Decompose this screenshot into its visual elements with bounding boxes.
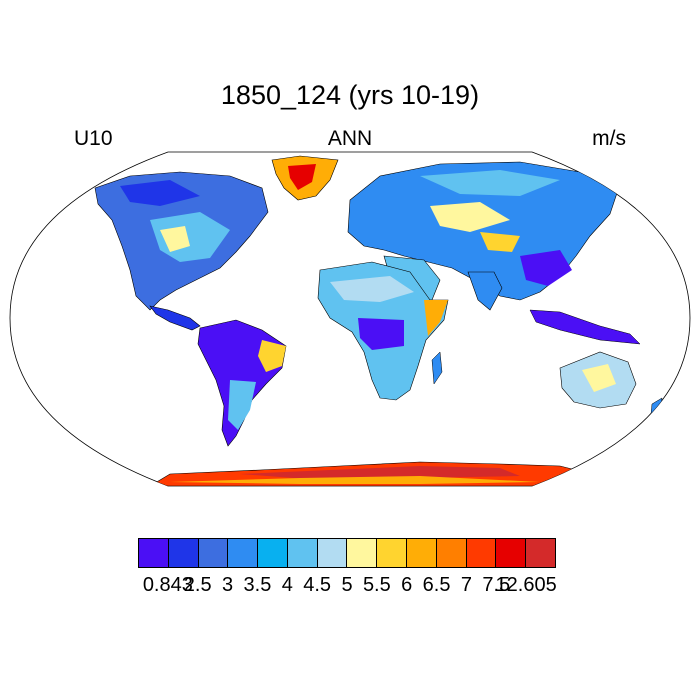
- colorbar-box: [198, 539, 229, 567]
- south-america-east: [258, 340, 286, 372]
- colorbar-box: [377, 539, 408, 567]
- colorbar-box: [317, 539, 348, 567]
- map-title: 1850_124 (yrs 10-19): [220, 80, 480, 110]
- canada-north: [120, 180, 200, 206]
- colorbar-box: [228, 539, 259, 567]
- colorbar: [138, 538, 556, 568]
- central-america: [149, 305, 201, 331]
- sahara: [330, 276, 414, 302]
- congo-basin: [358, 318, 404, 350]
- central-asia: [430, 202, 510, 232]
- colorbar-label: 6: [401, 574, 413, 596]
- colorbar-label: 0.843: [142, 574, 193, 596]
- colorbar-label: 12.605: [495, 574, 557, 596]
- tibet: [480, 232, 520, 252]
- colorbar-label: 4.5: [303, 574, 332, 596]
- colorbar-box: [466, 539, 497, 567]
- colorbar-box: [496, 539, 527, 567]
- colorbar-box: [287, 539, 318, 567]
- colorbar-box: [407, 539, 437, 567]
- variable-label: U10: [74, 127, 113, 150]
- australia-center: [582, 364, 616, 392]
- colorbar-box: [139, 539, 169, 567]
- colorbar-labels: 0.843 2.5 3 3.5 4 4.5 5 5.5 6 6.5 7 7.5 12.605: [0, 574, 700, 600]
- siberia-north: [420, 170, 560, 196]
- colorbar-box: [168, 539, 199, 567]
- greenland-core: [288, 164, 316, 190]
- colorbar-box: [436, 539, 467, 567]
- antarctica-core: [240, 466, 520, 480]
- colorbar-box: [347, 539, 378, 567]
- india: [467, 271, 503, 311]
- season-label: ANN: [327, 127, 373, 150]
- colorbar-label: 6.5: [422, 574, 451, 596]
- colorbar-label: 5.5: [362, 574, 391, 596]
- colorbar-label: 7.5: [482, 574, 511, 596]
- colorbar-label: 2.5: [183, 574, 212, 596]
- china-south: [520, 250, 572, 286]
- colorbar-box: [526, 539, 555, 567]
- colorbar-label: 7: [460, 574, 472, 596]
- colorbar-label: 3.5: [243, 574, 272, 596]
- colorbar-box: [258, 539, 288, 567]
- colorbar-label: 3: [222, 574, 234, 596]
- antarctica-band: [170, 476, 540, 484]
- colorbar-label: 4: [281, 574, 293, 596]
- madagascar: [431, 351, 443, 385]
- horn-of-africa: [424, 300, 448, 336]
- south-america-south: [228, 380, 256, 430]
- north-america-plains: [160, 226, 190, 252]
- colorbar-label: 5: [341, 574, 353, 596]
- indonesia: [529, 309, 641, 345]
- units-label: m/s: [592, 127, 626, 150]
